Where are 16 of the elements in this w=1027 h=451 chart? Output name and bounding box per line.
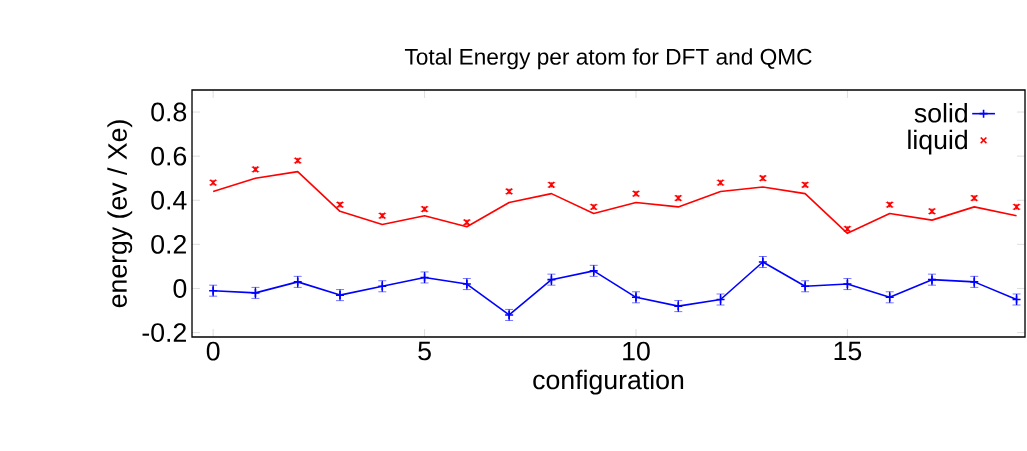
legend-label: liquid	[908, 129, 967, 155]
x-axis-title: configuration	[533, 369, 684, 395]
legend-label: solid	[914, 103, 967, 123]
y-tick-label: 0.4	[151, 190, 187, 210]
y-tick-label: 0	[173, 279, 187, 298]
chart-title: Total Energy per atom for DFT and QMC	[404, 48, 812, 70]
y-axis-title: energy (ev / Xe)	[107, 120, 133, 308]
line-series	[212, 170, 1018, 235]
x-tick-label: 10	[623, 341, 650, 361]
x-tick-label: 5	[418, 341, 431, 361]
y-tick-label: 0.6	[151, 146, 187, 166]
y-tick-label: 0.8	[151, 102, 187, 122]
x-tick-label: 15	[834, 341, 862, 361]
y-tick-label: -0.2	[142, 323, 186, 343]
x-tick-label: 0	[206, 341, 220, 361]
y-tick-label: 0.2	[151, 234, 186, 254]
